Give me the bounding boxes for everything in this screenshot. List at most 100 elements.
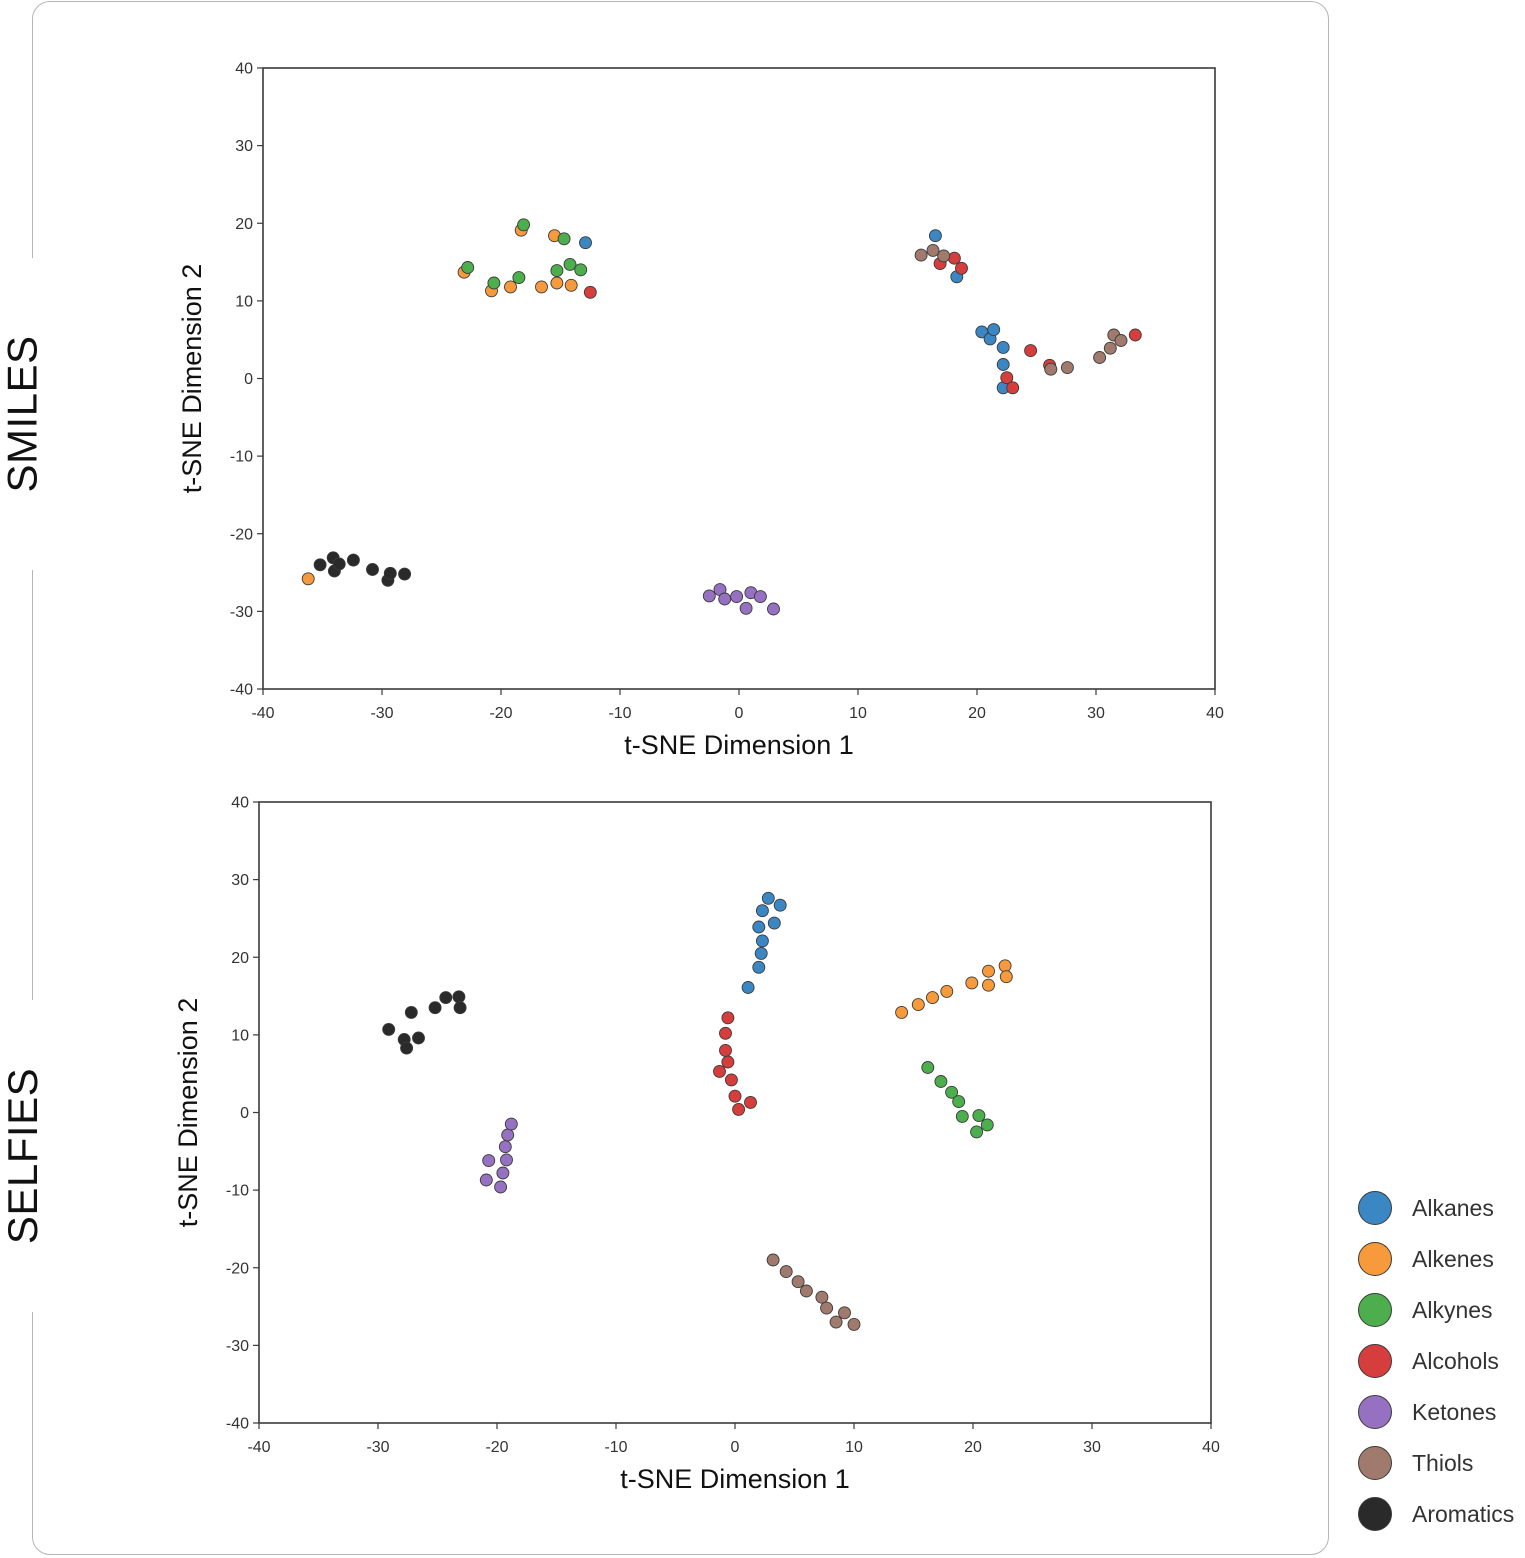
legend-label: Alkynes: [1412, 1296, 1493, 1323]
smiles-x-tick-label: 10: [849, 705, 867, 722]
smiles-point-thiols: [1114, 334, 1128, 347]
smiles-y-tick-label: 0: [244, 371, 253, 388]
smiles-point-alkenes: [550, 276, 564, 290]
smiles-point-aromatics: [383, 566, 397, 580]
selfies-point-alkenes: [965, 976, 979, 990]
selfies-point-aromatics: [382, 1022, 396, 1036]
selfies-point-alkynes: [970, 1125, 984, 1139]
smiles-point-alkenes: [535, 280, 548, 294]
smiles-point-thiols: [1044, 362, 1058, 376]
smiles-point-alkanes: [579, 236, 592, 250]
selfies-point-alkanes: [754, 946, 768, 960]
selfies-point-alkynes: [972, 1109, 986, 1123]
legend-label: Alcohols: [1412, 1347, 1499, 1374]
selfies-point-ketones: [501, 1128, 515, 1142]
smiles-point-aromatics: [346, 553, 360, 567]
selfies-point-aromatics: [400, 1041, 414, 1055]
selfies-point-alkynes: [921, 1061, 935, 1074]
selfies-point-alkenes: [911, 998, 925, 1012]
smiles-plot: -40 -30 -20 -10 0 10 20 30 40 40 30 20 10 0 -10 -20 -30 -…: [177, 61, 1224, 761]
selfies-point-alkynes: [955, 1109, 969, 1123]
legend-swatch: [1358, 1497, 1392, 1531]
selfies-point-aromatics: [452, 990, 466, 1004]
smiles-y-tick-label: -10: [230, 449, 253, 466]
selfies-point-ketones: [500, 1153, 513, 1167]
smiles-point-thiols: [1093, 351, 1107, 364]
legend-item-thiols: Thiols: [1358, 1443, 1473, 1483]
smiles-point-aromatics: [366, 563, 379, 576]
row-label-selfies: SELFIES: [0, 1000, 46, 1312]
selfies-point-alkenes: [998, 959, 1012, 973]
smiles-y-tick-label: 30: [235, 138, 253, 155]
legend-item-alkynes: Alkynes: [1358, 1290, 1493, 1330]
selfies-x-tick-label: -10: [604, 1439, 627, 1456]
smiles-point-alcohols: [1128, 328, 1142, 342]
legend-swatch: [1358, 1293, 1392, 1327]
selfies-point-alkanes: [752, 920, 766, 934]
legend-swatch: [1358, 1191, 1392, 1225]
selfies-point-alkanes: [755, 904, 769, 918]
smiles-point-ketones: [739, 601, 753, 615]
selfies-point-thiols: [815, 1290, 829, 1304]
selfies-y-tick-label: -30: [226, 1338, 249, 1355]
selfies-point-alkanes: [767, 916, 781, 930]
selfies-point-alcohols: [744, 1095, 757, 1109]
selfies-point-aromatics: [412, 1031, 425, 1045]
smiles-x-axis-label: t-SNE Dimension 1: [624, 730, 854, 760]
selfies-point-alcohols: [724, 1073, 738, 1087]
selfies-y-tick-label: 10: [231, 1027, 249, 1044]
smiles-point-alkanes: [987, 323, 1001, 337]
selfies-point-alcohols: [713, 1064, 726, 1078]
smiles-point-alkanes: [928, 229, 942, 243]
legend-label: Alkenes: [1412, 1245, 1494, 1272]
legend-swatch: [1358, 1446, 1392, 1480]
selfies-y-axis-label: t-SNE Dimension 2: [173, 998, 203, 1228]
smiles-point-thiols: [1103, 341, 1117, 355]
legend-label: Ketones: [1412, 1398, 1497, 1425]
selfies-point-ketones: [482, 1154, 496, 1168]
selfies-point-aromatics: [439, 991, 453, 1005]
legend-item-alkenes: Alkenes: [1358, 1239, 1494, 1279]
smiles-point-alkanes: [996, 358, 1010, 371]
legend-item-ketones: Ketones: [1358, 1392, 1496, 1432]
selfies-point-alkynes: [980, 1118, 994, 1132]
smiles-y-axis-label: t-SNE Dimension 2: [177, 264, 207, 494]
selfies-point-thiols: [779, 1265, 793, 1279]
selfies-y-tick-label: 0: [240, 1105, 249, 1122]
smiles-point-alkynes: [574, 263, 588, 277]
selfies-point-aromatics: [404, 1005, 418, 1019]
smiles-point-thiols: [937, 249, 951, 263]
selfies-y-tick-label: 20: [231, 950, 249, 967]
selfies-point-thiols: [829, 1315, 843, 1329]
selfies-x-tick-label: -40: [247, 1439, 270, 1456]
legend-swatch: [1358, 1395, 1392, 1429]
smiles-point-ketones: [767, 602, 780, 616]
smiles-x-tick-label: 20: [968, 705, 986, 722]
smiles-point-alkynes: [517, 218, 531, 232]
smiles-y-tick-label: 40: [235, 61, 253, 78]
selfies-point-thiols: [838, 1306, 851, 1320]
selfies-point-thiols: [847, 1317, 861, 1331]
selfies-point-alkenes: [940, 984, 954, 998]
smiles-point-aromatics: [332, 557, 346, 571]
legend-swatch: [1358, 1344, 1392, 1378]
smiles-point-alcohols: [1000, 371, 1014, 385]
smiles-x-tick-label: -40: [251, 705, 274, 722]
legend-item-alkanes: Alkanes: [1358, 1188, 1494, 1228]
selfies-point-thiols: [820, 1301, 834, 1315]
smiles-point-ketones: [730, 590, 744, 604]
smiles-point-alkynes: [563, 257, 577, 271]
smiles-point-aromatics: [313, 558, 327, 572]
selfies-x-tick-label: 20: [964, 1439, 982, 1456]
selfies-point-alkanes: [755, 934, 769, 948]
smiles-plot-frame: [262, 67, 1216, 690]
smiles-y-tick-label: 10: [235, 293, 253, 310]
smiles-point-thiols: [1060, 361, 1074, 375]
smiles-point-alkenes: [564, 278, 578, 292]
selfies-x-axis-label: t-SNE Dimension 1: [620, 1464, 850, 1494]
selfies-point-aromatics: [428, 1001, 442, 1015]
selfies-point-alkenes: [999, 970, 1013, 984]
smiles-x-tick-label: -20: [489, 705, 512, 722]
selfies-point-ketones: [479, 1173, 493, 1187]
